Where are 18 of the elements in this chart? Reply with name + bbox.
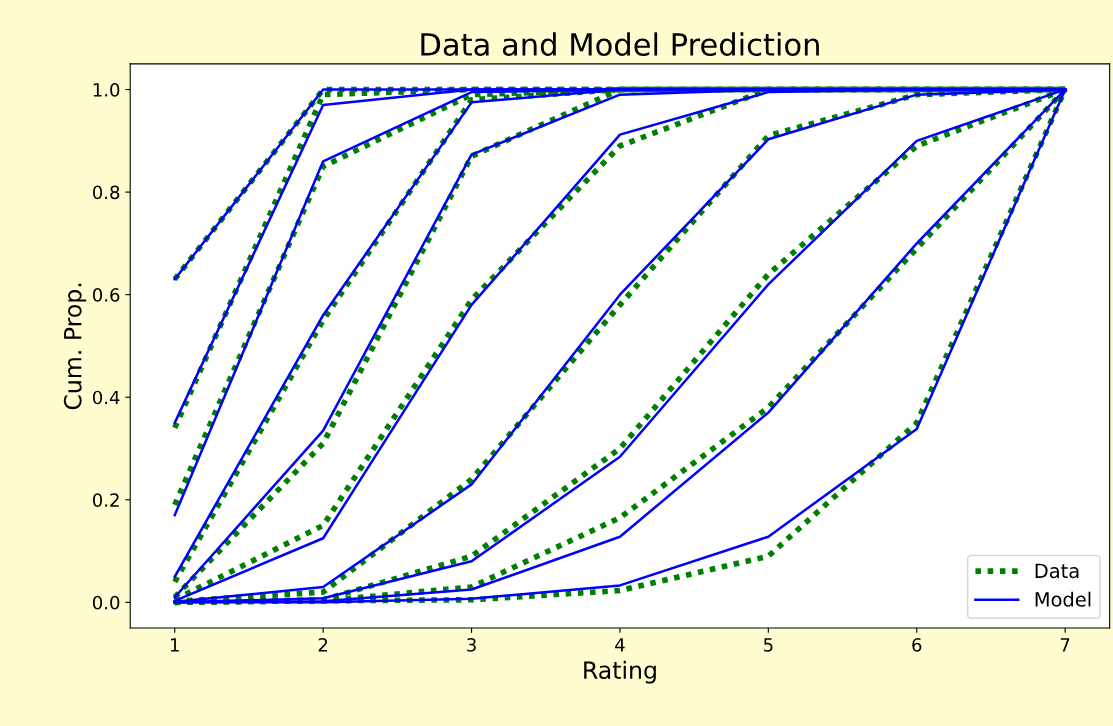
y-tick-label: 0.0: [92, 595, 120, 610]
y-tick-label: 0.6: [92, 288, 120, 302]
y-tick-label: 1.0: [93, 82, 120, 97]
x-tick-label: 3: [467, 638, 476, 652]
x-tick-label: 7: [1060, 638, 1070, 652]
x-tick-label: 6: [912, 638, 922, 652]
y-tick-label: 0.8: [92, 185, 120, 200]
x-tick-label: 4: [615, 638, 625, 652]
y-tick-label: 0.4: [92, 390, 120, 405]
y-tick-label: 0.2: [92, 493, 119, 507]
x-tick-label: 2: [318, 638, 328, 652]
legend-label: Data: [1035, 563, 1079, 579]
x-tick-label: 1: [170, 638, 179, 652]
chart-title: Data and Model Prediction: [421, 32, 819, 56]
legend-label: Model: [1035, 591, 1091, 607]
x-axis-title: Rating: [584, 660, 656, 684]
x-tick-label: 5: [763, 638, 773, 652]
y-axis-title: Cum. Prop.: [63, 283, 87, 410]
